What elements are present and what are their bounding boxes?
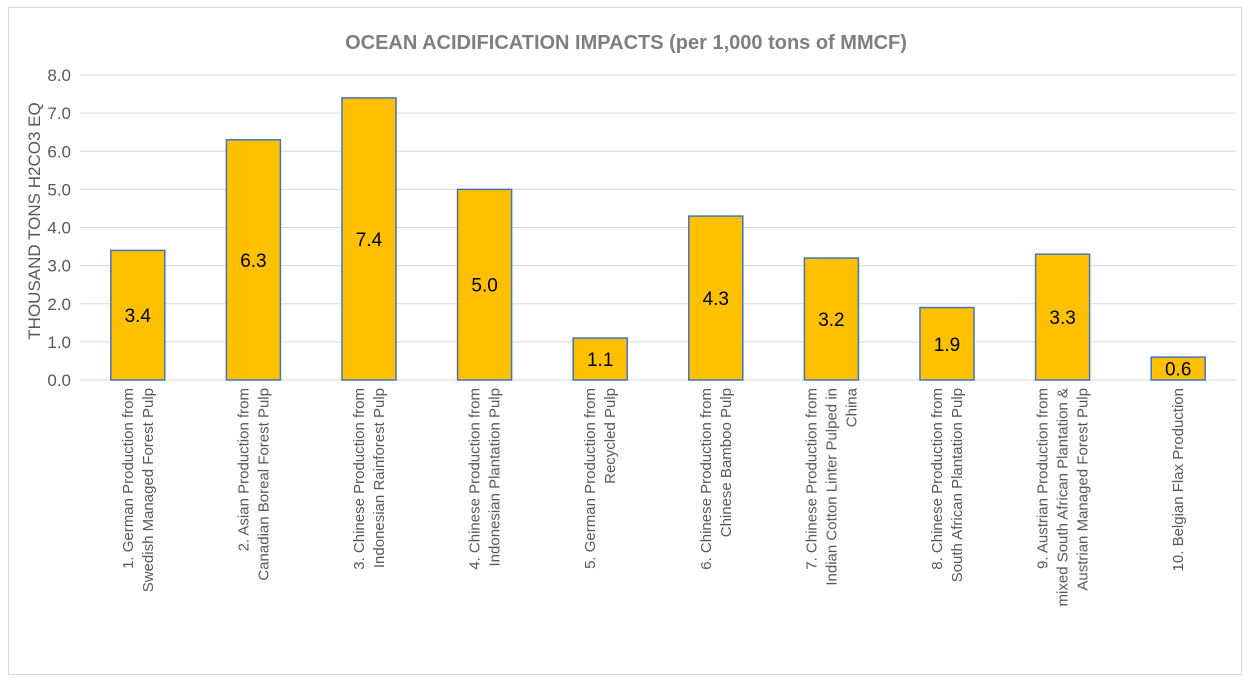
- x-category-label-line: Swedish Managed Forest Pulp: [140, 388, 157, 592]
- x-category-label-line: 8. Chinese Production from: [929, 388, 946, 570]
- y-tick-label: 3.0: [47, 257, 71, 276]
- x-category-label-line: Indian Cotton Linter Pulped in: [823, 388, 840, 586]
- data-label: 6.3: [240, 251, 266, 272]
- x-category-label-line: Recycled Pulp: [602, 388, 619, 484]
- y-tick-label: 7.0: [47, 104, 71, 123]
- bar: [919, 306, 975, 381]
- bars: [110, 97, 1206, 381]
- x-category-label: 9. Austrian Production from mixed South A…: [1035, 388, 1092, 606]
- x-category-label: 7. Chinese Production from Indian Cotton …: [803, 387, 860, 585]
- data-label: 3.3: [1049, 308, 1075, 329]
- data-label: 1.9: [934, 335, 960, 356]
- x-category-label-line: 9. Austrian Production from: [1035, 388, 1052, 569]
- x-category-label-line: 3. Chinese Production from: [351, 388, 368, 570]
- x-category-label: 10. Belgian Flax Production: [1170, 388, 1187, 571]
- x-category-label: 8. Chinese Production from South African …: [929, 388, 966, 582]
- x-category-label-line: Canadian Boreal Forest Pulp: [255, 388, 272, 581]
- y-tick-label: 2.0: [47, 295, 71, 314]
- bar: [456, 188, 513, 381]
- x-category-label-line: Indonesian Rainforest Pulp: [371, 388, 388, 568]
- x-category-label-line: Austrian Managed Forest Pulp: [1075, 388, 1092, 591]
- bar: [225, 139, 282, 381]
- x-category-label-line: 10. Belgian Flax Production: [1170, 388, 1187, 571]
- y-tick-label: 5.0: [47, 180, 71, 199]
- x-category-label-line: 4. Chinese Production from: [467, 388, 484, 570]
- data-label: 3.2: [818, 310, 844, 331]
- x-category-label: 2. Asian Production from Canadian Boreal …: [235, 388, 272, 581]
- x-category-label-line: 2. Asian Production from: [235, 388, 252, 551]
- x-category-label: 3. Chinese Production from Indonesian Rai…: [351, 388, 388, 570]
- x-category-label-line: 7. Chinese Production from: [803, 388, 820, 570]
- x-category-label-line: Indonesian Plantation Pulp: [487, 388, 504, 566]
- x-category-label-line: South African Plantation Pulp: [949, 388, 966, 582]
- bar: [688, 215, 744, 381]
- chart-frame: OCEAN ACIDIFICATION IMPACTS (per 1,000 t…: [8, 7, 1242, 675]
- y-axis-ticks: 0.0 1.0 2.0 3.0 4.0 5.0 6.0 7.0 8.0: [47, 66, 71, 390]
- x-category-label-line: mixed South African Plantation &: [1055, 388, 1072, 606]
- x-category-label: 6. Chinese Production from Chinese Bamboo…: [698, 388, 735, 570]
- data-label: 7.4: [356, 230, 383, 251]
- data-label: 3.4: [125, 306, 152, 327]
- bar-chart: OCEAN ACIDIFICATION IMPACTS (per 1,000 t…: [25, 32, 1236, 606]
- bar: [803, 257, 860, 381]
- y-tick-label: 1.0: [47, 333, 71, 352]
- data-label: 5.0: [471, 276, 497, 297]
- x-axis-category-labels: 1. German Production from Swedish Managed…: [120, 387, 1187, 606]
- data-label: 0.6: [1165, 360, 1191, 381]
- chart-title: OCEAN ACIDIFICATION IMPACTS (per 1,000 t…: [345, 32, 907, 54]
- data-label: 4.3: [703, 289, 729, 310]
- data-label: 1.1: [587, 350, 613, 371]
- x-category-label-line: 6. Chinese Production from: [698, 388, 715, 570]
- y-axis-label: THOUSAND TONS H2CO3 EQ: [25, 102, 44, 339]
- bar: [1034, 253, 1091, 381]
- y-tick-label: 4.0: [47, 219, 71, 238]
- bar: [341, 97, 397, 381]
- y-tick-label: 6.0: [47, 142, 71, 161]
- y-tick-label: 0.0: [47, 371, 71, 390]
- bar: [110, 249, 166, 381]
- x-category-label-line: China: [843, 387, 860, 427]
- x-category-label: 1. German Production from Swedish Managed…: [120, 388, 157, 592]
- x-category-label-line: 1. German Production from: [120, 388, 137, 569]
- x-category-label: 4. Chinese Production from Indonesian Pla…: [467, 388, 504, 570]
- bar: [572, 337, 628, 381]
- data-labels: 3.4 6.3 7.4 5.0 1.1 4.3 3.2 1.9 3.3 0.6: [125, 230, 1192, 381]
- y-tick-label: 8.0: [47, 66, 71, 85]
- x-category-label-line: 5. German Production from: [582, 388, 599, 569]
- x-category-label: 5. German Production from Recycled Pulp: [582, 388, 619, 569]
- bar: [1150, 356, 1206, 381]
- x-category-label-line: Chinese Bamboo Pulp: [718, 388, 735, 537]
